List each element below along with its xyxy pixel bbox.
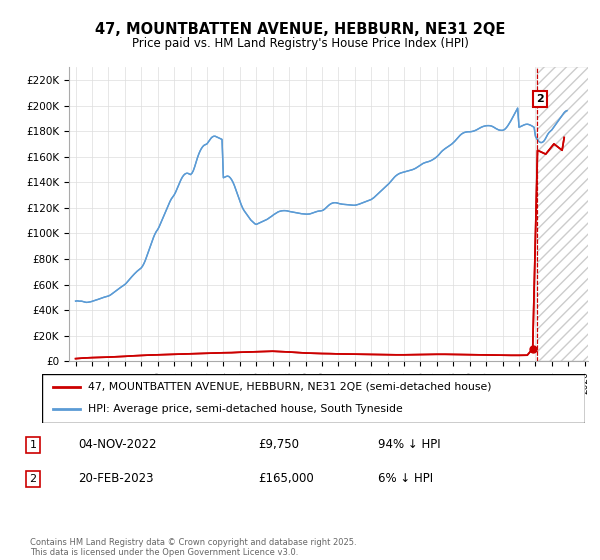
Text: Price paid vs. HM Land Registry's House Price Index (HPI): Price paid vs. HM Land Registry's House … (131, 37, 469, 50)
Text: 20-FEB-2023: 20-FEB-2023 (78, 472, 154, 486)
Text: 6% ↓ HPI: 6% ↓ HPI (378, 472, 433, 486)
Text: Contains HM Land Registry data © Crown copyright and database right 2025.
This d: Contains HM Land Registry data © Crown c… (30, 538, 356, 557)
Text: 1: 1 (29, 440, 37, 450)
Text: 47, MOUNTBATTEN AVENUE, HEBBURN, NE31 2QE: 47, MOUNTBATTEN AVENUE, HEBBURN, NE31 2Q… (95, 22, 505, 36)
Text: 94% ↓ HPI: 94% ↓ HPI (378, 438, 440, 451)
FancyBboxPatch shape (42, 374, 585, 423)
Text: HPI: Average price, semi-detached house, South Tyneside: HPI: Average price, semi-detached house,… (88, 404, 403, 414)
Text: 2: 2 (536, 94, 544, 104)
Text: £9,750: £9,750 (258, 438, 299, 451)
Text: 47, MOUNTBATTEN AVENUE, HEBBURN, NE31 2QE (semi-detached house): 47, MOUNTBATTEN AVENUE, HEBBURN, NE31 2Q… (88, 382, 491, 392)
Text: 2: 2 (29, 474, 37, 484)
Text: 04-NOV-2022: 04-NOV-2022 (78, 438, 157, 451)
Bar (538, 67, 593, 361)
Text: £165,000: £165,000 (258, 472, 314, 486)
